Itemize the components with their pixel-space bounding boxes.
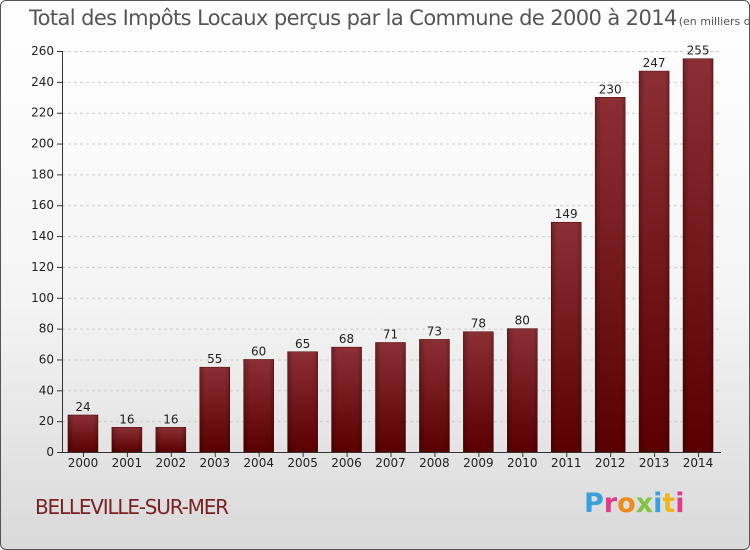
x-tick-label-2014: 2014 xyxy=(683,456,714,470)
value-label-2002: 16 xyxy=(163,412,178,426)
value-label-2009: 78 xyxy=(471,317,486,331)
value-label-2003: 55 xyxy=(207,352,222,366)
x-tick-label-2009: 2009 xyxy=(463,456,494,470)
bar-shade-2007 xyxy=(375,342,406,452)
y-tick-label: 0 xyxy=(46,445,54,459)
value-label-2008: 73 xyxy=(427,324,442,338)
x-tick-label-2007: 2007 xyxy=(375,456,406,470)
bar-shade-2004 xyxy=(243,359,274,452)
bar-shade-2010 xyxy=(507,328,538,452)
value-label-2013: 247 xyxy=(643,56,666,70)
y-tick-label: 40 xyxy=(39,383,54,397)
x-tick-label-2001: 2001 xyxy=(112,456,143,470)
chart-title-main: Total des Impôts Locaux perçus par la Co… xyxy=(29,6,677,30)
proxiti-logo: Proxiti xyxy=(584,488,685,519)
commune-name: BELLEVILLE-SUR-MER xyxy=(35,495,229,519)
x-tick-label-2005: 2005 xyxy=(287,456,318,470)
value-label-2014: 255 xyxy=(687,44,710,58)
y-tick-label: 260 xyxy=(31,44,54,58)
x-tick-label-2010: 2010 xyxy=(507,456,538,470)
y-tick-label: 120 xyxy=(31,260,54,274)
value-label-2006: 68 xyxy=(339,332,354,346)
value-label-2001: 16 xyxy=(119,412,134,426)
value-label-2012: 230 xyxy=(599,82,622,96)
y-tick-label: 200 xyxy=(31,137,54,151)
labels-layer: 24 16 16 55 60 65 68 71 73 78 80 149 230 247 255 xyxy=(75,44,709,427)
bar-shade-2002 xyxy=(155,427,186,452)
bar-shade-2012 xyxy=(595,97,626,453)
x-tick-label-2013: 2013 xyxy=(639,456,670,470)
x-tick-label-2006: 2006 xyxy=(331,456,362,470)
bars-layer xyxy=(67,58,714,453)
bar-shade-2008 xyxy=(419,339,450,452)
y-tick-label: 60 xyxy=(39,352,54,366)
x-tick-label-2002: 2002 xyxy=(156,456,187,470)
y-tick-label: 140 xyxy=(31,229,54,243)
x-tick-label-2000: 2000 xyxy=(68,456,99,470)
value-label-2000: 24 xyxy=(75,400,90,414)
value-label-2010: 80 xyxy=(515,314,530,328)
x-tick-label-2012: 2012 xyxy=(595,456,626,470)
bar-shade-2009 xyxy=(463,331,494,452)
y-tick-label: 20 xyxy=(39,414,54,428)
value-label-2011: 149 xyxy=(555,207,578,221)
bar-shade-2003 xyxy=(199,367,230,452)
chart-title-unit: (en milliers d'€) xyxy=(678,15,749,28)
bar-shade-2006 xyxy=(331,347,362,452)
y-tick-label: 220 xyxy=(31,106,54,120)
y-tick-label: 100 xyxy=(31,291,54,305)
y-tick-label: 180 xyxy=(31,167,54,181)
value-label-2004: 60 xyxy=(251,344,266,358)
y-tick-label: 160 xyxy=(31,198,54,212)
bar-shade-2013 xyxy=(639,71,670,453)
value-label-2007: 71 xyxy=(383,327,398,341)
value-label-2005: 65 xyxy=(295,337,310,351)
y-tick-label: 240 xyxy=(31,75,54,89)
chart-title: Total des Impôts Locaux perçus par la Co… xyxy=(29,6,749,30)
x-tick-label-2004: 2004 xyxy=(243,456,274,470)
bar-shade-2005 xyxy=(287,351,318,452)
bar-shade-2001 xyxy=(111,427,142,452)
y-tick-label: 80 xyxy=(39,322,54,336)
grid-layer xyxy=(62,51,721,423)
bar-shade-2000 xyxy=(67,414,98,452)
x-tick-label-2011: 2011 xyxy=(551,456,582,470)
x-tick-label-2003: 2003 xyxy=(199,456,230,470)
bar-shade-2014 xyxy=(683,58,714,452)
axis-layer: 0 20 40 60 80 100 120 140 160 180 200 220 240 260 2000… xyxy=(31,44,721,470)
x-tick-label-2008: 2008 xyxy=(419,456,450,470)
bar-shade-2011 xyxy=(551,222,582,452)
